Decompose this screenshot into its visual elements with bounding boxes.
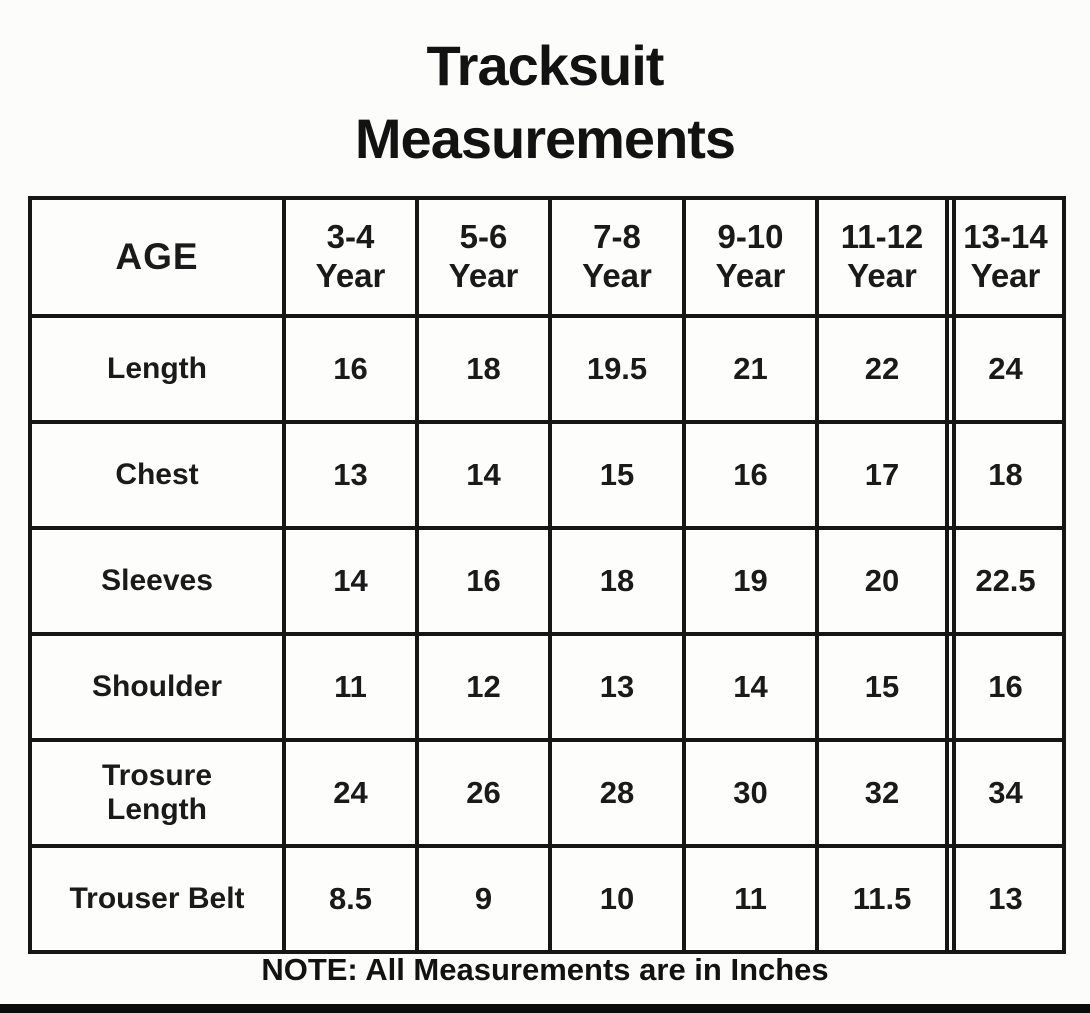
age-unit: Year <box>847 257 917 294</box>
measurement-cell: 16 <box>282 314 419 424</box>
measurement-cell: 24 <box>282 738 419 848</box>
column-header: 13-14 Year <box>945 196 1066 320</box>
measurement-cell: 17 <box>815 420 949 530</box>
age-unit: Year <box>970 257 1041 294</box>
column-header: 7-8 Year <box>548 196 686 318</box>
age-range: 11-12 <box>840 218 924 256</box>
bottom-bar <box>0 1004 1090 1013</box>
table-row-chest: Chest 13 14 15 16 17 18 <box>28 420 1066 532</box>
column-header: 11-12 Year <box>815 196 949 318</box>
age-unit: Year <box>448 257 519 294</box>
measurement-cell: 16 <box>682 420 819 530</box>
table-row-sleeves: Sleeves 14 16 18 19 20 22.5 <box>28 526 1066 638</box>
measurement-cell: 19.5 <box>548 314 686 424</box>
measurement-cell: 21 <box>682 314 819 424</box>
row-label: Length <box>28 314 286 424</box>
table-row-shoulder: Shoulder 11 12 13 14 15 16 <box>28 632 1066 744</box>
age-header-cell: AGE <box>28 196 286 318</box>
age-unit: Year <box>315 257 386 294</box>
measurement-cell: 13 <box>282 420 419 530</box>
measurement-cell: 16 <box>415 526 552 636</box>
measurement-cell: 14 <box>282 526 419 636</box>
measurement-cell: 15 <box>548 420 686 530</box>
measurement-cell: 30 <box>682 738 819 848</box>
measurement-cell: 13 <box>945 844 1066 956</box>
measurement-cell: 28 <box>548 738 686 848</box>
measurement-cell: 14 <box>415 420 552 530</box>
row-label: Trosure Length <box>28 738 286 848</box>
measurement-cell: 9 <box>415 844 552 954</box>
measurement-cell: 12 <box>415 632 552 742</box>
page-title-line1: Tracksuit <box>426 34 665 97</box>
measurement-cell: 26 <box>415 738 552 848</box>
measurements-table: AGE 3-4 Year 5-6 Year 7-8 Year 9-10 Year <box>28 196 1066 956</box>
row-label: Chest <box>28 420 286 530</box>
age-range: 9-10 <box>717 218 784 256</box>
row-label: Shoulder <box>28 632 286 742</box>
measurement-cell: 11 <box>282 632 419 742</box>
measurement-cell: 19 <box>682 526 819 636</box>
page-title-line2: Measurements <box>354 106 736 170</box>
measurement-cell: 32 <box>815 738 949 848</box>
measurement-cell: 11 <box>682 844 819 954</box>
measurement-cell: 20 <box>815 526 949 636</box>
measurement-cell: 22 <box>815 314 949 424</box>
age-range: 3-4 <box>326 218 375 256</box>
age-range: 13-14 <box>963 218 1048 256</box>
page-title: Tracksuit Measurements <box>0 30 1090 176</box>
age-unit: Year <box>715 257 786 294</box>
measurement-cell: 18 <box>548 526 686 636</box>
age-range: 7-8 <box>593 218 641 256</box>
age-unit: Year <box>582 257 652 294</box>
measurement-cell: 16 <box>945 632 1066 744</box>
measurement-cell: 13 <box>548 632 686 742</box>
measurement-cell: 18 <box>415 314 552 424</box>
measurement-cell: 14 <box>682 632 819 742</box>
column-header: 5-6 Year <box>415 196 552 318</box>
column-header: 9-10 Year <box>682 196 819 318</box>
table-header-row: AGE 3-4 Year 5-6 Year 7-8 Year 9-10 Year <box>28 196 1066 320</box>
measurement-cell: 34 <box>945 738 1066 850</box>
measurement-cell: 22.5 <box>945 526 1066 638</box>
note-text: NOTE: All Measurements are in Inches <box>261 952 829 987</box>
measurement-cell: 10 <box>548 844 686 954</box>
age-range: 5-6 <box>459 218 508 256</box>
measurement-cell: 24 <box>945 314 1066 426</box>
row-label: Sleeves <box>28 526 286 636</box>
table-row-trosure-length: Trosure Length 24 26 28 30 32 34 <box>28 738 1066 850</box>
table-row-length: Length 16 18 19.5 21 22 24 <box>28 314 1066 426</box>
column-header: 3-4 Year <box>282 196 419 318</box>
table-row-trouser-belt: Trouser Belt 8.5 9 10 11 11.5 13 <box>28 844 1066 956</box>
measurement-cell: 18 <box>945 420 1066 532</box>
measurement-cell: 15 <box>815 632 949 742</box>
measurement-cell: 8.5 <box>282 844 419 954</box>
measurement-cell: 11.5 <box>815 844 949 954</box>
row-label: Trouser Belt <box>28 844 286 954</box>
